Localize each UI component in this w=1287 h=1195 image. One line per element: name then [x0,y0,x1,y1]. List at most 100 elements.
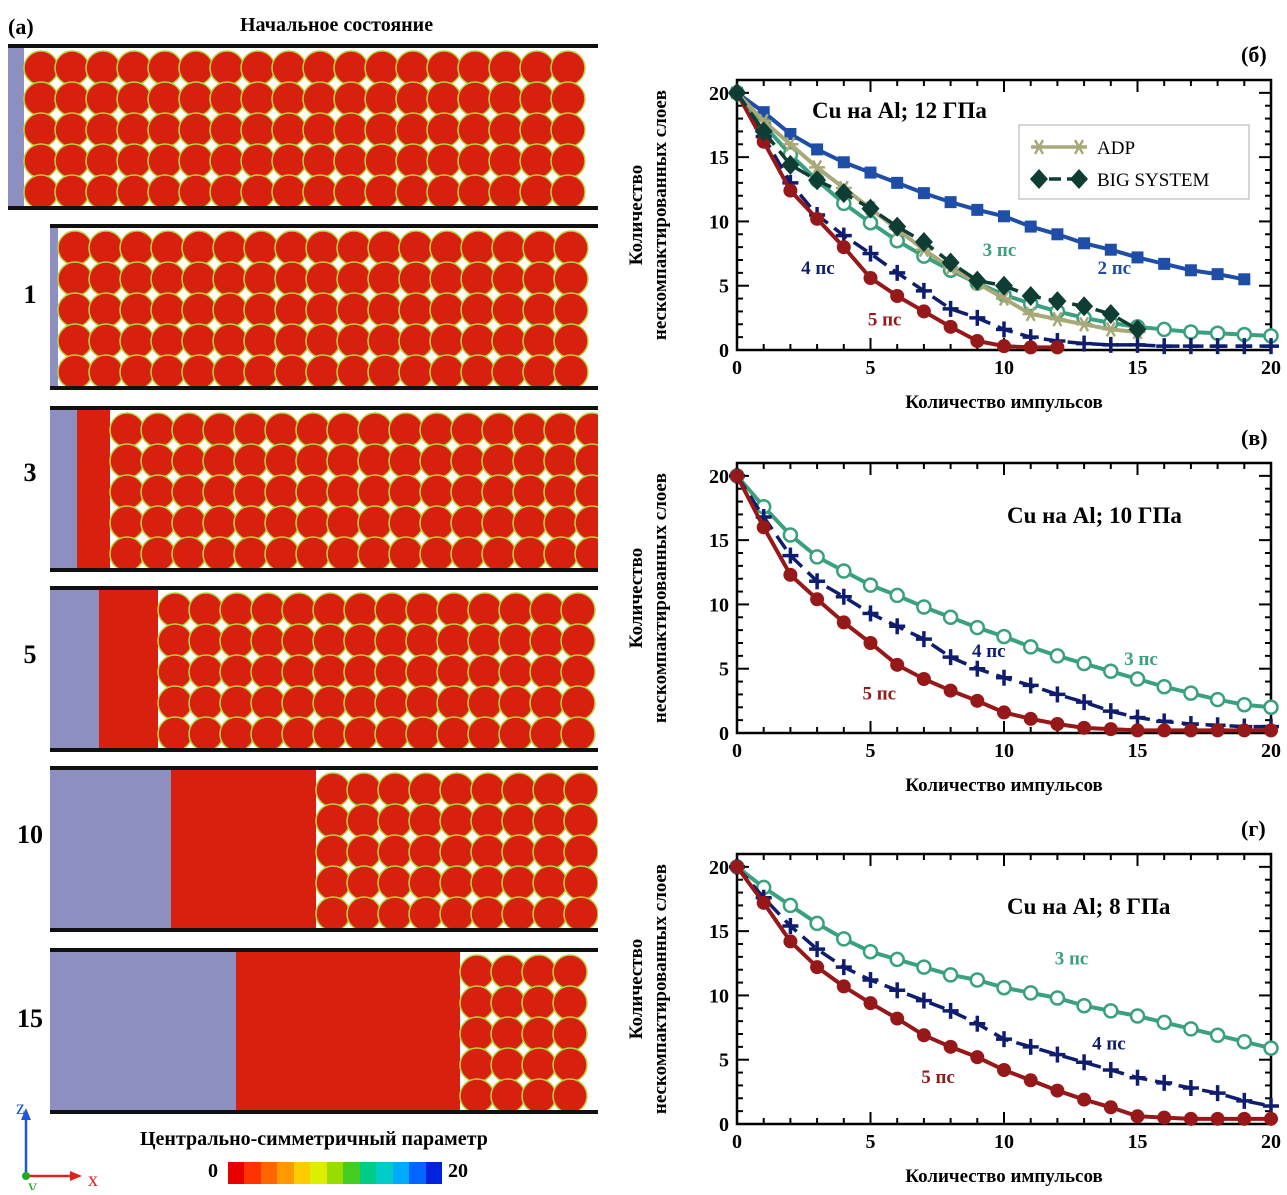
powder-particle [521,1016,557,1052]
powder-particle [119,354,155,390]
powder-particle [140,536,176,572]
x-axis-label: Количество импульсов [905,775,1103,796]
marker-square [1104,243,1117,256]
marker-diamond [1128,319,1147,340]
marker-diamond [1030,169,1048,189]
powder-particle [109,505,145,541]
powder-particle [436,592,472,628]
marker-circle [970,334,985,348]
compacted-region [50,410,77,568]
powder-particle [57,292,93,328]
marker-diamond [888,216,907,237]
powder-particle [532,834,568,870]
powder-particle [522,323,558,359]
y-tick-label: 15 [709,147,729,169]
powder-particle [85,81,121,117]
powder-particle [419,505,455,541]
series-annotation: 5 пс [868,310,902,331]
marker-circle [1264,1111,1278,1126]
powder-particle [326,412,362,448]
powder-particle [147,174,183,210]
powder-particle [295,536,331,572]
powder-particle [553,261,589,297]
powder-particle [23,174,59,210]
powder-particle [57,323,93,359]
powder-particle [436,623,472,659]
powder-particle [498,623,534,659]
marker-circle [1103,1100,1118,1115]
powder-particle [250,685,286,721]
y-tick-label: 20 [709,466,729,488]
powder-particle [357,443,393,479]
marker-circle-open [1209,691,1226,708]
powder-particle [315,803,351,839]
compacted-region [8,48,24,206]
marker-circle [1183,1111,1198,1126]
marker-circle [890,289,905,303]
marker-asterisk [812,159,823,175]
y-axis-label-line2: нескомпактированных слоев [650,864,671,1114]
colorbar-max: 20 [448,1160,468,1182]
marker-circle [1077,720,1092,735]
powder-particle [522,261,558,297]
axis-triad: z y x [10,1097,110,1195]
panel-letter: (в) [1241,425,1268,450]
marker-diamond [1070,169,1088,189]
powder-particle [457,112,493,148]
powder-particle [436,654,472,690]
powder-particle [88,230,124,266]
x-tick-label: 10 [994,740,1014,762]
powder-particle [23,81,59,117]
powder-particle [202,536,238,572]
powder-particle [202,474,238,510]
x-tick-label: 0 [732,1131,742,1153]
powder-particle [212,261,248,297]
marker-square [971,203,984,216]
powder-particle [219,685,255,721]
powder-particle [178,174,214,210]
powder-particle [181,292,217,328]
marker-circle [997,1063,1011,1077]
marker-square [917,187,930,200]
x-tick-label: 15 [1128,1131,1148,1153]
anvil-bottom [50,928,598,932]
chart-title: Cu на Al; 8 ГПа [1007,894,1171,919]
powder-particle [315,896,351,932]
marker-circle [943,683,958,698]
colorbar-swatch [326,1162,344,1184]
powder-particle [119,261,155,297]
x-tick-label: 20 [1261,740,1281,762]
powder-particle [250,592,286,628]
pulse-count-label: 5 [23,640,37,669]
powder-particle [85,143,121,179]
marker-square [1211,268,1224,281]
marker-square [1078,237,1091,250]
y-tick-label: 10 [709,211,729,233]
marker-circle [943,319,958,334]
powder-particle [560,623,596,659]
powder-particle [243,323,279,359]
powder-particle [552,1016,588,1052]
powder-particle [202,412,238,448]
marker-circle [863,271,878,285]
powder-particle [459,954,495,990]
marker-circle [730,468,744,483]
powder-particle [346,865,382,901]
powder-particle [88,323,124,359]
marker-circle [836,615,851,630]
powder-particle [519,112,555,148]
powder-particle [467,654,503,690]
marker-circle-open [969,972,986,988]
powder-particle [346,803,382,839]
powder-particle [233,443,269,479]
powder-particle [429,292,465,328]
marker-asterisk [1079,316,1090,332]
powder-particle [426,174,462,210]
marker-circle [916,304,931,319]
powder-particle [57,261,93,297]
powder-particle [357,536,393,572]
powder-particle [398,261,434,297]
powder-particle [364,112,400,148]
marker-circle-open [916,599,932,615]
compacted-region [50,228,58,386]
